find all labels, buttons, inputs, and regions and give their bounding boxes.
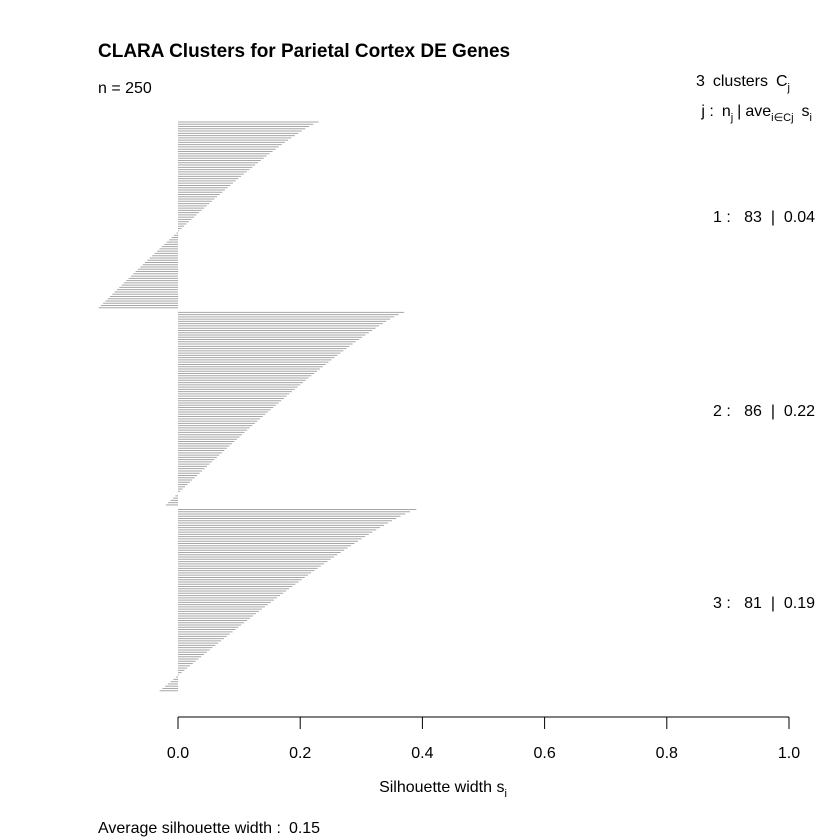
x-tick-label: 0.4 xyxy=(411,745,433,762)
clusters-header: 3 clusters Cj xyxy=(696,73,790,94)
x-axis: 0.0 0.2 0.4 0.6 0.8 1.0 xyxy=(167,716,800,762)
column-header: j : nj | avei∈Cj si xyxy=(700,103,812,124)
cluster-labels: 1 : 83 | 0.04 2 : 86 | 0.22 3 : 81 | 0.1… xyxy=(713,209,815,612)
n-header: n xyxy=(722,103,731,120)
clusters-word: clusters xyxy=(713,73,768,90)
x-tick-label: 1.0 xyxy=(778,745,800,762)
average-label: Average silhouette width : xyxy=(98,820,281,837)
ave-header: ave xyxy=(745,103,771,120)
x-axis-label-subscript: i xyxy=(504,788,506,800)
cluster-label: 2 : 86 | 0.22 xyxy=(713,403,815,420)
s-subscript: i xyxy=(810,112,812,124)
ave-subscript: i∈Cj xyxy=(771,112,793,124)
average-value: 0.15 xyxy=(289,820,320,837)
n-label: n = 250 xyxy=(98,80,152,97)
x-tick-label: 0.6 xyxy=(533,745,555,762)
x-tick-label: 0.0 xyxy=(167,745,189,762)
x-axis-label-main: Silhouette width s xyxy=(379,779,504,796)
s-header: s xyxy=(802,103,810,120)
silhouette-bars xyxy=(98,121,417,692)
cj-subscript: j xyxy=(787,82,790,94)
cj-symbol: C xyxy=(776,73,788,90)
n-subscript: j xyxy=(730,112,733,124)
x-axis-label: Silhouette width si xyxy=(379,779,507,800)
clusters-count: 3 xyxy=(696,73,705,90)
cluster-label: 1 : 83 | 0.04 xyxy=(713,209,815,226)
chart-title: CLARA Clusters for Parietal Cortex DE Ge… xyxy=(98,41,510,62)
j-header: j : xyxy=(700,103,713,120)
average-silhouette-label: Average silhouette width : 0.15 xyxy=(98,820,320,837)
cluster-label: 3 : 81 | 0.19 xyxy=(713,595,815,612)
sep-header: | xyxy=(737,103,741,120)
x-tick-label: 0.2 xyxy=(289,745,311,762)
x-tick-label: 0.8 xyxy=(656,745,678,762)
